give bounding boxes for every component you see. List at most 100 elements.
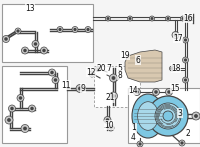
Text: 12: 12 bbox=[86, 67, 96, 76]
Circle shape bbox=[21, 125, 29, 132]
Circle shape bbox=[85, 26, 91, 32]
Circle shape bbox=[54, 79, 57, 81]
Circle shape bbox=[32, 41, 39, 47]
Circle shape bbox=[186, 15, 192, 21]
Text: 20: 20 bbox=[96, 64, 106, 72]
Text: 8: 8 bbox=[118, 71, 122, 80]
Text: 3: 3 bbox=[178, 108, 182, 117]
Circle shape bbox=[74, 29, 76, 30]
Circle shape bbox=[110, 92, 118, 100]
Bar bbox=[94, 66, 140, 107]
Circle shape bbox=[112, 95, 115, 97]
Text: 10: 10 bbox=[104, 121, 114, 130]
Circle shape bbox=[192, 112, 200, 120]
Circle shape bbox=[24, 49, 26, 52]
Circle shape bbox=[34, 43, 37, 45]
Circle shape bbox=[79, 87, 81, 90]
Circle shape bbox=[155, 103, 181, 129]
Circle shape bbox=[24, 127, 26, 130]
Circle shape bbox=[17, 95, 24, 101]
Circle shape bbox=[110, 74, 118, 82]
Text: 4: 4 bbox=[131, 132, 135, 142]
Circle shape bbox=[97, 68, 99, 70]
Circle shape bbox=[17, 30, 19, 32]
Circle shape bbox=[155, 91, 157, 93]
Circle shape bbox=[108, 125, 114, 131]
Circle shape bbox=[104, 117, 111, 123]
Circle shape bbox=[128, 16, 132, 21]
Circle shape bbox=[57, 26, 63, 32]
Circle shape bbox=[110, 127, 112, 129]
Circle shape bbox=[182, 18, 184, 19]
Circle shape bbox=[153, 88, 160, 96]
Circle shape bbox=[87, 29, 89, 30]
Circle shape bbox=[51, 71, 53, 74]
Text: 7: 7 bbox=[107, 64, 111, 72]
Circle shape bbox=[163, 111, 173, 121]
Text: 17: 17 bbox=[173, 34, 183, 42]
Circle shape bbox=[134, 88, 140, 96]
Circle shape bbox=[185, 39, 186, 41]
Text: 15: 15 bbox=[170, 83, 180, 92]
Circle shape bbox=[5, 116, 13, 124]
Bar bbox=[2, 66, 67, 143]
Circle shape bbox=[129, 18, 131, 19]
Circle shape bbox=[41, 47, 48, 54]
Polygon shape bbox=[125, 50, 162, 82]
Circle shape bbox=[107, 18, 109, 19]
Text: 11: 11 bbox=[61, 81, 71, 90]
Circle shape bbox=[139, 143, 141, 145]
Circle shape bbox=[106, 16, 111, 21]
Circle shape bbox=[182, 37, 188, 43]
Text: 19: 19 bbox=[120, 51, 130, 60]
Circle shape bbox=[76, 85, 84, 92]
Circle shape bbox=[166, 88, 172, 96]
Bar bbox=[128, 88, 200, 143]
Circle shape bbox=[72, 26, 78, 32]
Circle shape bbox=[3, 35, 10, 42]
Circle shape bbox=[188, 18, 190, 19]
Circle shape bbox=[29, 105, 36, 112]
Circle shape bbox=[171, 68, 173, 69]
Circle shape bbox=[168, 91, 170, 93]
Circle shape bbox=[172, 31, 179, 39]
Circle shape bbox=[96, 66, 101, 71]
Ellipse shape bbox=[132, 94, 164, 138]
Circle shape bbox=[15, 28, 21, 34]
Ellipse shape bbox=[138, 102, 158, 130]
Circle shape bbox=[31, 107, 33, 110]
Circle shape bbox=[112, 77, 115, 79]
Text: 9: 9 bbox=[81, 83, 85, 92]
Circle shape bbox=[182, 77, 188, 83]
Circle shape bbox=[91, 73, 93, 75]
Circle shape bbox=[11, 107, 13, 110]
Circle shape bbox=[195, 115, 197, 117]
Circle shape bbox=[136, 91, 138, 93]
Text: 21: 21 bbox=[105, 93, 115, 102]
Circle shape bbox=[137, 141, 143, 147]
Circle shape bbox=[174, 34, 177, 36]
Circle shape bbox=[49, 69, 56, 76]
Circle shape bbox=[22, 47, 29, 54]
Circle shape bbox=[59, 29, 61, 30]
Circle shape bbox=[166, 16, 170, 21]
Circle shape bbox=[185, 79, 186, 81]
Bar bbox=[2, 4, 93, 62]
Circle shape bbox=[9, 105, 16, 112]
Circle shape bbox=[182, 57, 188, 63]
Circle shape bbox=[170, 66, 174, 71]
Circle shape bbox=[43, 49, 45, 52]
Circle shape bbox=[52, 76, 59, 83]
Circle shape bbox=[89, 71, 95, 77]
Circle shape bbox=[179, 140, 185, 146]
Circle shape bbox=[8, 119, 10, 121]
Circle shape bbox=[19, 97, 22, 99]
Circle shape bbox=[148, 96, 188, 136]
Text: 14: 14 bbox=[128, 86, 138, 95]
Text: 16: 16 bbox=[183, 14, 193, 22]
Text: 1: 1 bbox=[132, 123, 136, 132]
Circle shape bbox=[150, 16, 154, 21]
Text: 5: 5 bbox=[118, 64, 122, 72]
Circle shape bbox=[5, 38, 7, 40]
Circle shape bbox=[151, 18, 153, 19]
